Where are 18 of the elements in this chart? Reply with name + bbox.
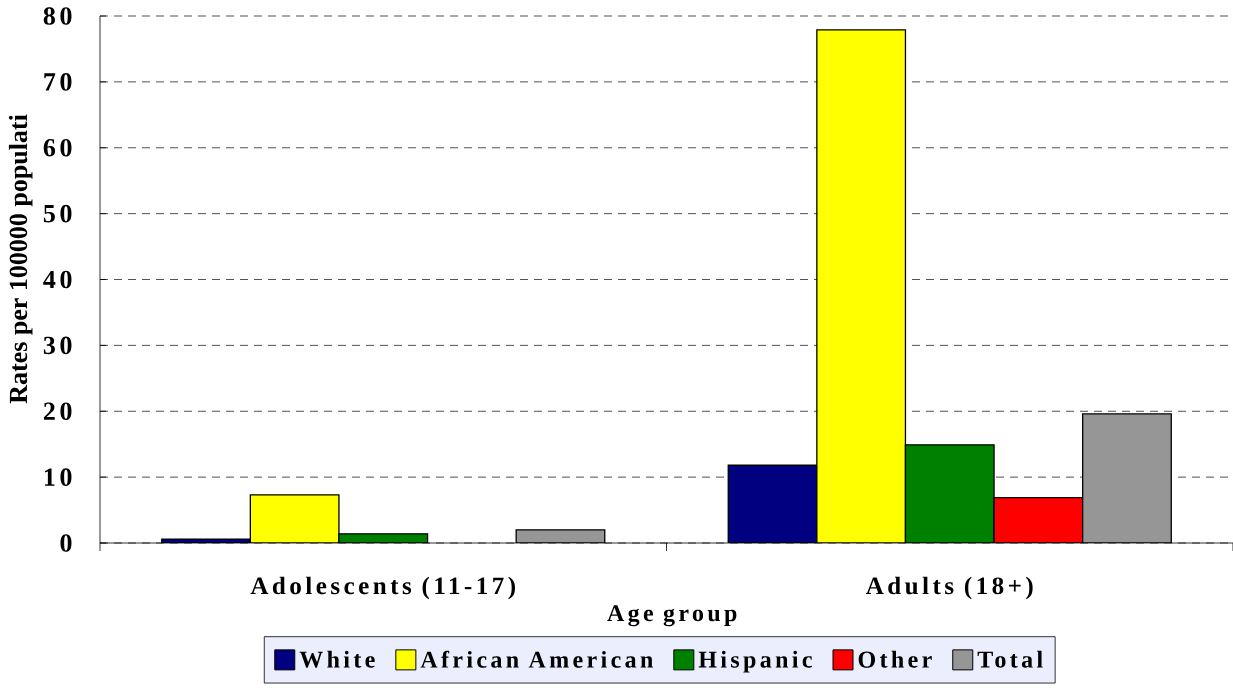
legend-label: Other [858,650,932,668]
legend-label: Total [977,650,1043,668]
legend-label: White [299,650,375,668]
y-tick-label: 60 [43,138,72,157]
x-axis-title: Age group [607,605,737,627]
legend-label: Hispanic [698,650,812,673]
y-tick-label: 40 [43,270,72,289]
y-tick-label: 10 [44,468,72,486]
y-tick-label: 30 [43,336,72,355]
x-tick-label: Adolescents (11-17) [250,576,515,600]
y-axis-title: Rates per 100000 populati [8,114,33,404]
y-tick-label: 70 [44,73,72,91]
x-tick-label: Adults (18+) [866,576,1033,600]
y-tick-label: 20 [43,402,72,421]
y-tick-label: 80 [43,7,72,25]
y-tick-label: 0 [60,534,72,552]
legend-label: African American [420,650,653,668]
y-tick-label: 50 [43,204,72,223]
